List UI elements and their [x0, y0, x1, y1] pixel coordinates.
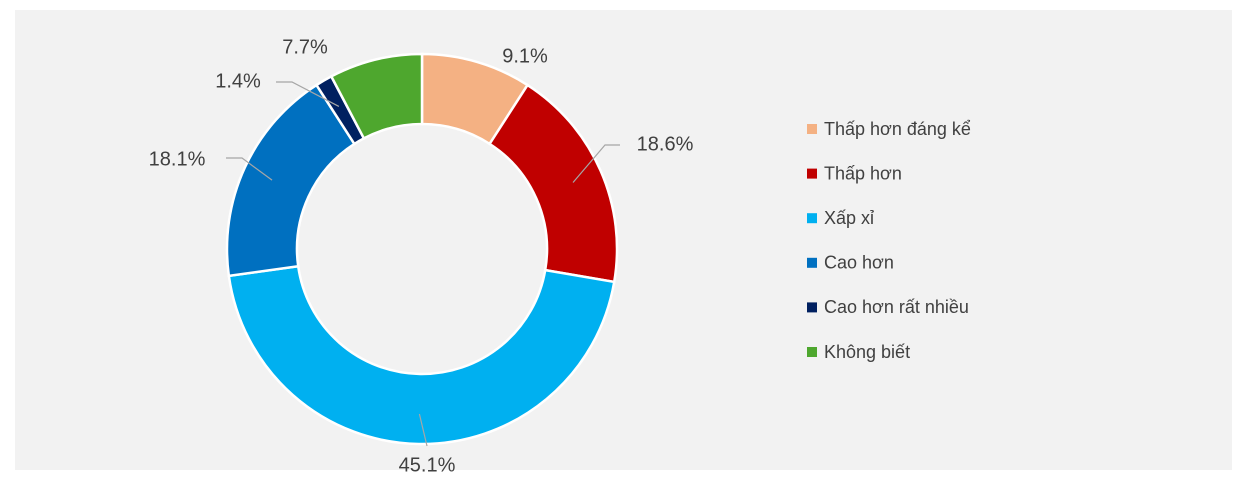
data-label: 7.7% [282, 36, 328, 58]
data-label: 18.1% [149, 148, 206, 170]
donut-slice [329, 52, 424, 141]
data-label: 18.6% [637, 133, 694, 155]
leader-line [226, 157, 273, 181]
legend-swatch [807, 257, 817, 268]
data-label: 45.1% [399, 454, 456, 476]
legend-swatch [807, 124, 817, 134]
legend-swatch [807, 168, 817, 179]
leader-line [276, 81, 340, 107]
chart-area [15, 10, 1232, 470]
legend-label: Cao hơn rất nhiều [824, 297, 969, 317]
leader-line [572, 144, 620, 183]
legend-label: Không biết [824, 342, 910, 362]
legend-swatch [807, 213, 817, 224]
data-label: 1.4% [215, 70, 261, 92]
legend-label: Cao hơn [824, 253, 894, 273]
data-label: 9.1% [502, 45, 548, 67]
legend-label: Thấp hơn [824, 163, 902, 183]
legend-swatch [807, 347, 817, 357]
legend-label: Thấp hơn đáng kể [824, 119, 971, 139]
legend-label: Xấp xỉ [824, 208, 874, 228]
donut-slice [227, 264, 616, 446]
legend-swatch [807, 302, 817, 313]
leader-line [418, 413, 428, 447]
